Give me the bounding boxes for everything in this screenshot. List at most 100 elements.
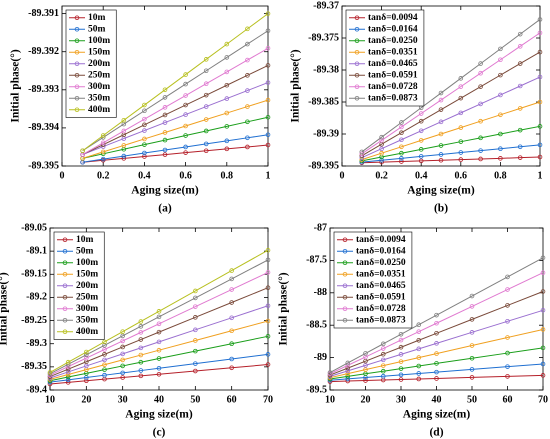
data-point <box>540 373 546 378</box>
data-point <box>458 76 464 81</box>
data-point <box>399 120 404 125</box>
data-point <box>265 285 271 291</box>
series-line <box>329 363 544 381</box>
data-point <box>458 139 464 144</box>
legend-label: tanδ=0.0094 <box>368 13 418 23</box>
data-point <box>120 357 125 363</box>
data-point <box>540 327 546 332</box>
data-point <box>434 320 439 326</box>
data-point <box>183 150 188 155</box>
data-point <box>478 135 483 141</box>
data-point <box>193 338 198 343</box>
legend-label: 350m <box>88 93 110 103</box>
data-point <box>138 368 144 373</box>
data-point <box>469 343 475 348</box>
data-point <box>379 138 384 143</box>
legend-label: 50m <box>76 246 94 256</box>
data-point <box>505 303 510 308</box>
legend-label: tanδ=0.0351 <box>368 47 418 57</box>
data-point <box>398 344 404 350</box>
data-point <box>65 369 71 375</box>
data-point <box>380 346 386 351</box>
data-point <box>183 102 188 108</box>
data-point <box>120 375 125 380</box>
legend-marker <box>62 294 68 300</box>
data-point <box>229 268 234 273</box>
data-point <box>142 122 147 128</box>
data-point <box>434 351 439 356</box>
data-point <box>84 355 89 361</box>
data-point <box>498 146 503 152</box>
data-point <box>399 124 404 130</box>
data-point <box>469 293 475 299</box>
data-point <box>203 128 209 134</box>
legend-label: 200m <box>76 281 98 291</box>
data-point <box>363 378 368 383</box>
data-point <box>398 377 404 382</box>
y-tick-label: -89.5 <box>306 384 327 395</box>
legend-label: tanδ=0.0164 <box>356 246 406 256</box>
legend-label: 10m <box>76 235 94 245</box>
data-point <box>399 144 404 150</box>
data-point <box>84 349 89 355</box>
y-tick-label: -89.385 <box>308 96 339 107</box>
x-tick-label: 0.2 <box>97 170 110 181</box>
y-tick-label: -89.39 <box>313 128 339 139</box>
data-point <box>193 315 198 320</box>
data-point <box>517 44 523 49</box>
series-line <box>82 116 269 159</box>
data-point <box>120 338 125 344</box>
data-point <box>434 369 439 375</box>
data-point <box>517 31 523 37</box>
legend-label: tanδ=0.0728 <box>368 82 418 92</box>
data-point <box>138 337 144 342</box>
data-point <box>438 97 444 103</box>
data-point <box>183 133 188 138</box>
data-point <box>416 363 422 369</box>
data-point <box>537 17 543 22</box>
data-point <box>162 95 168 100</box>
data-point <box>505 287 510 292</box>
data-point <box>478 101 483 107</box>
panel-label: (b) <box>434 203 448 215</box>
data-point <box>65 380 71 385</box>
series-line <box>361 144 541 163</box>
data-point <box>224 96 230 101</box>
data-point <box>540 361 546 367</box>
legend-marker <box>74 84 80 90</box>
legend-label: 250m <box>88 70 110 80</box>
data-point <box>498 131 503 137</box>
data-point <box>203 117 209 122</box>
legend-label: tanδ=0.0250 <box>368 36 418 46</box>
data-point <box>399 156 404 161</box>
x-tick-label: 0.4 <box>415 170 428 181</box>
x-tick-label: 0 <box>60 170 65 181</box>
x-tick-label: 0.2 <box>375 170 388 181</box>
data-point <box>121 143 127 148</box>
data-point <box>162 147 168 153</box>
y-tick-label: -89.375 <box>308 32 339 43</box>
data-point <box>478 84 483 89</box>
data-point <box>438 143 444 148</box>
legend-label: tanδ=0.0094 <box>356 235 406 245</box>
legend-marker <box>342 260 348 266</box>
data-point <box>537 49 543 55</box>
data-point <box>469 367 475 372</box>
data-point <box>102 367 107 372</box>
data-point <box>458 84 464 89</box>
data-point <box>345 368 351 374</box>
series-line <box>361 125 541 162</box>
legend-marker <box>62 329 68 335</box>
legend-marker <box>354 26 360 32</box>
data-point <box>517 155 523 160</box>
x-tick-label: 30 <box>118 394 128 405</box>
x-tick-label: 0.6 <box>179 170 192 181</box>
legend-marker <box>74 95 80 101</box>
data-point <box>265 142 271 148</box>
data-point <box>100 149 106 155</box>
data-point <box>399 130 404 136</box>
data-point <box>469 317 475 322</box>
legend-label: 400m <box>76 327 98 337</box>
data-point <box>183 123 188 129</box>
